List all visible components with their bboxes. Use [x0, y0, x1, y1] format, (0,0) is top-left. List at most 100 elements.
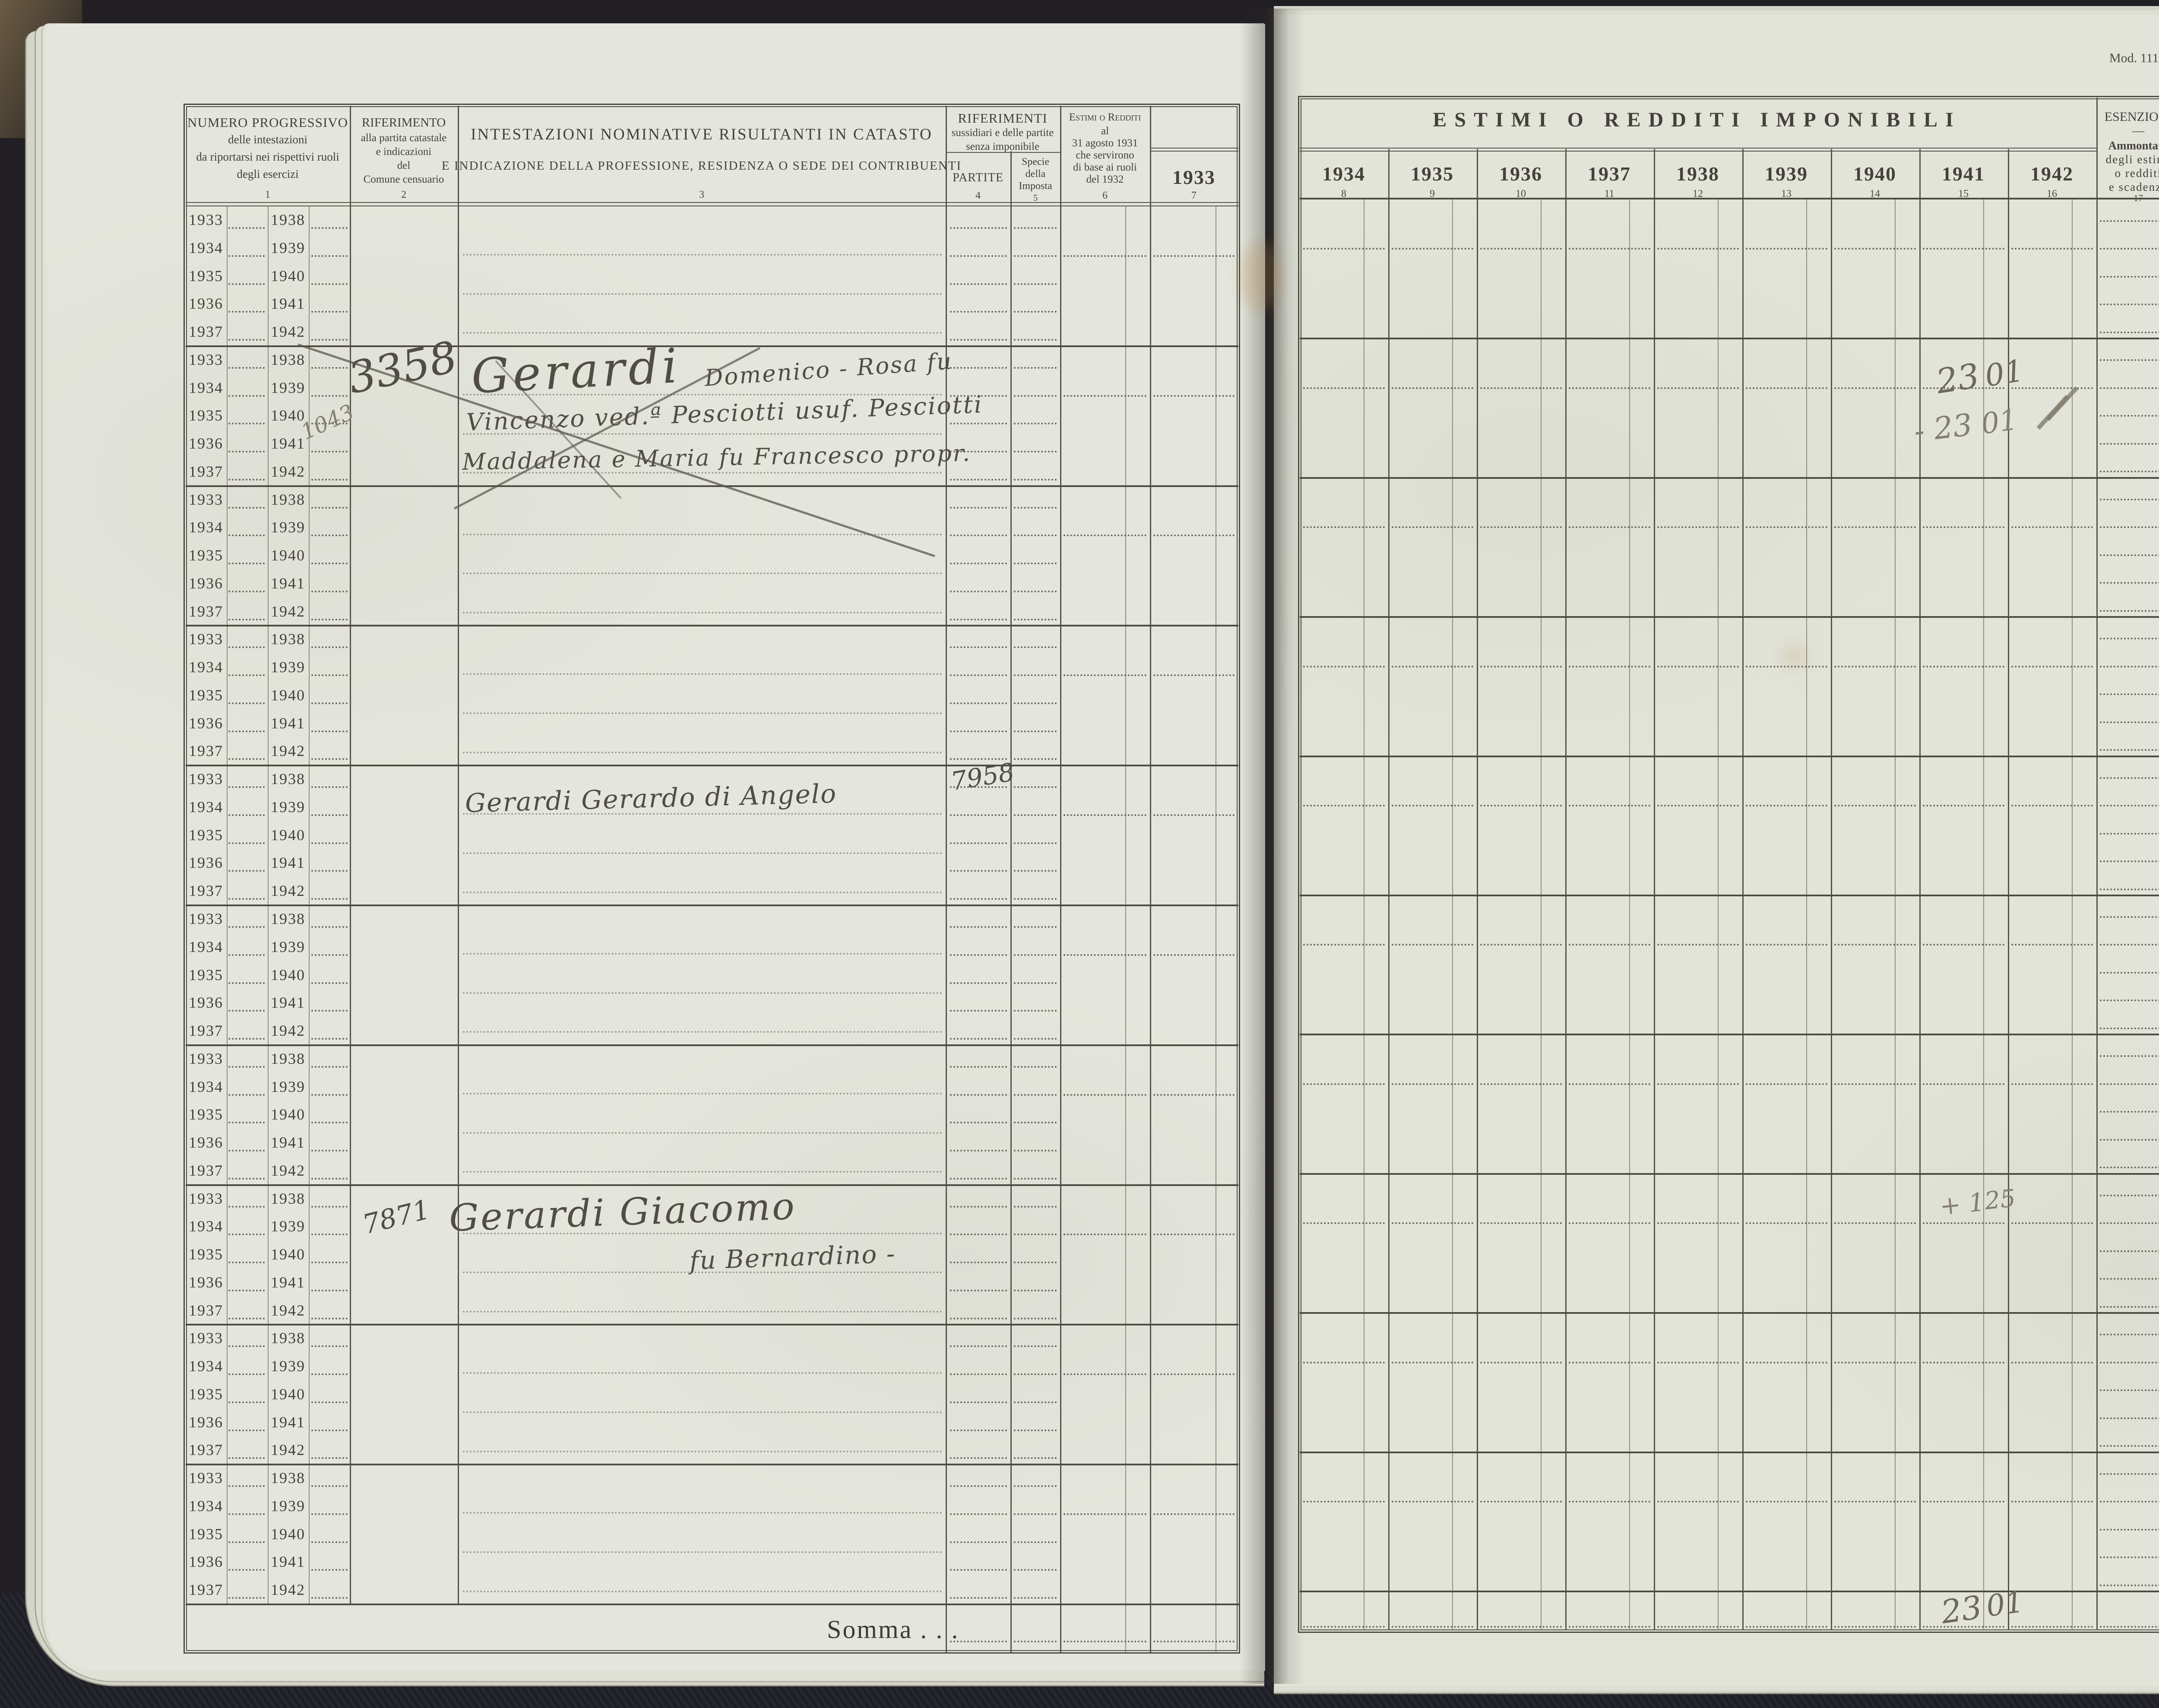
partite-entry-line — [950, 1038, 1007, 1040]
column-rule-line — [1654, 149, 1655, 1630]
roll-year-label: 1934 — [189, 379, 223, 396]
blank-entry-line — [228, 478, 265, 481]
estimi-entry-line — [1064, 1373, 1146, 1376]
column-rule-line — [1831, 149, 1832, 1630]
roll-year-label: 1936 — [189, 1553, 223, 1571]
year-entry-line — [1657, 665, 1739, 667]
blank-entry-line — [311, 842, 348, 844]
specie-entry-line — [1014, 646, 1057, 648]
esenzioni-entry-line — [2100, 1278, 2159, 1280]
year-column-number: 16 — [2047, 188, 2057, 199]
somma-label: Somma . . . — [827, 1615, 959, 1644]
year-entry-line — [1746, 387, 1827, 389]
roll-year-label: 1941 — [271, 1553, 305, 1571]
blank-entry-line — [228, 842, 265, 844]
col7-header-1933: 1933 — [1172, 166, 1216, 188]
blank-entry-line — [311, 1177, 348, 1180]
blank-entry-line — [228, 646, 265, 648]
year-column-header: 1934 — [1322, 163, 1365, 185]
roll-year-label: 1939 — [271, 239, 305, 256]
blank-entry-line — [228, 563, 265, 565]
name-writing-line — [463, 1171, 942, 1173]
roll-year-label: 1935 — [189, 826, 223, 844]
row-block-separator — [186, 1184, 1238, 1186]
partite-entry-line — [950, 1401, 1007, 1403]
roll-year-label: 1936 — [189, 1413, 223, 1431]
column-rule-line — [946, 106, 947, 1653]
esenzioni-entry-line — [2100, 944, 2159, 946]
year-entry-line — [1480, 1501, 1562, 1503]
esenzioni-entry-line — [2100, 693, 2159, 696]
year-column-header: 1941 — [1942, 163, 1985, 185]
row-block-separator — [1300, 1312, 2159, 1314]
col3-header-line2: E INDICAZIONE DELLA PROFESSIONE, RESIDEN… — [441, 159, 962, 173]
blank-entry-line — [228, 1429, 265, 1431]
somma-entry-line — [1064, 1641, 1146, 1642]
column-rule-line — [1718, 199, 1719, 1630]
name-writing-line — [463, 992, 942, 994]
partite-entry-line — [950, 786, 1007, 788]
year-entry-line — [1923, 387, 2004, 389]
year-entry-line — [1923, 1222, 2004, 1224]
row-block-separator — [186, 1044, 1238, 1046]
roll-year-label: 1942 — [271, 1022, 305, 1040]
blank-entry-line — [311, 1345, 348, 1347]
partite-entry-line — [950, 954, 1007, 956]
roll-year-label: 1941 — [271, 854, 305, 872]
somma-entry-line — [1569, 1626, 1650, 1628]
year-column-header: 1936 — [1499, 163, 1542, 185]
year-entry-line — [1657, 1083, 1739, 1085]
partite-entry-line — [950, 1289, 1007, 1291]
y1933-entry-line — [1153, 395, 1235, 397]
esenzioni-entry-line — [2100, 1194, 2159, 1196]
roll-year-label: 1940 — [271, 1385, 305, 1403]
year-column-number: 10 — [1516, 188, 1526, 199]
paper-stain — [1779, 643, 1809, 669]
col3-number: 3 — [699, 189, 704, 200]
year-entry-line — [1834, 1361, 1916, 1363]
blank-entry-line — [228, 395, 265, 397]
somma-entry-line — [950, 1641, 1007, 1642]
blank-entry-line — [311, 982, 348, 984]
year-entry-line — [1569, 387, 1650, 389]
roll-year-label: 1940 — [271, 966, 305, 984]
blank-entry-line — [311, 1429, 348, 1431]
specie-entry-line — [1014, 367, 1057, 369]
year-entry-line — [1480, 387, 1562, 389]
roll-year-label: 1942 — [271, 1581, 305, 1599]
esenzioni-entry-line — [2100, 443, 2159, 445]
table-rule-line — [186, 1604, 1240, 1605]
year-entry-line — [1392, 1361, 1473, 1363]
roll-year-label: 1938 — [271, 211, 305, 228]
roll-year-label: 1933 — [189, 1189, 223, 1207]
roll-year-label: 1940 — [271, 547, 305, 564]
blank-entry-line — [228, 618, 265, 620]
year-column-header: 1939 — [1765, 163, 1808, 185]
blank-entry-line — [228, 590, 265, 592]
column-rule-line — [1742, 149, 1744, 1630]
year-entry-line — [1746, 526, 1827, 528]
esenzioni-entry-line — [2100, 387, 2159, 389]
year-column-number: 14 — [1870, 188, 1880, 199]
roll-year-label: 1937 — [189, 323, 223, 341]
amount-1941b-dec: 01 — [1979, 403, 2020, 441]
year-entry-line — [1834, 248, 1916, 250]
column-rule-line — [1919, 149, 1921, 1630]
year-column-number: 9 — [1430, 188, 1435, 199]
col5-header-line3: Imposta — [1019, 180, 1052, 192]
roll-year-label: 1936 — [189, 854, 223, 872]
year-entry-line — [1303, 1501, 1385, 1503]
blank-entry-line — [228, 1234, 265, 1236]
roll-year-label: 1933 — [189, 630, 223, 648]
year-entry-line — [1480, 526, 1562, 528]
col1-header-line2: delle intestazioni — [228, 133, 307, 146]
column-rule-line — [1983, 199, 1984, 1630]
esenzioni-entry-line — [2100, 582, 2159, 584]
partite-entry-line — [950, 478, 1007, 481]
y1933-entry-line — [1153, 1373, 1235, 1376]
col6-header-line6: del 1932 — [1086, 174, 1124, 185]
roll-year-label: 1936 — [189, 714, 223, 732]
blank-entry-line — [311, 1569, 348, 1571]
year-entry-line — [1923, 944, 2004, 946]
year-entry-line — [1392, 526, 1473, 528]
